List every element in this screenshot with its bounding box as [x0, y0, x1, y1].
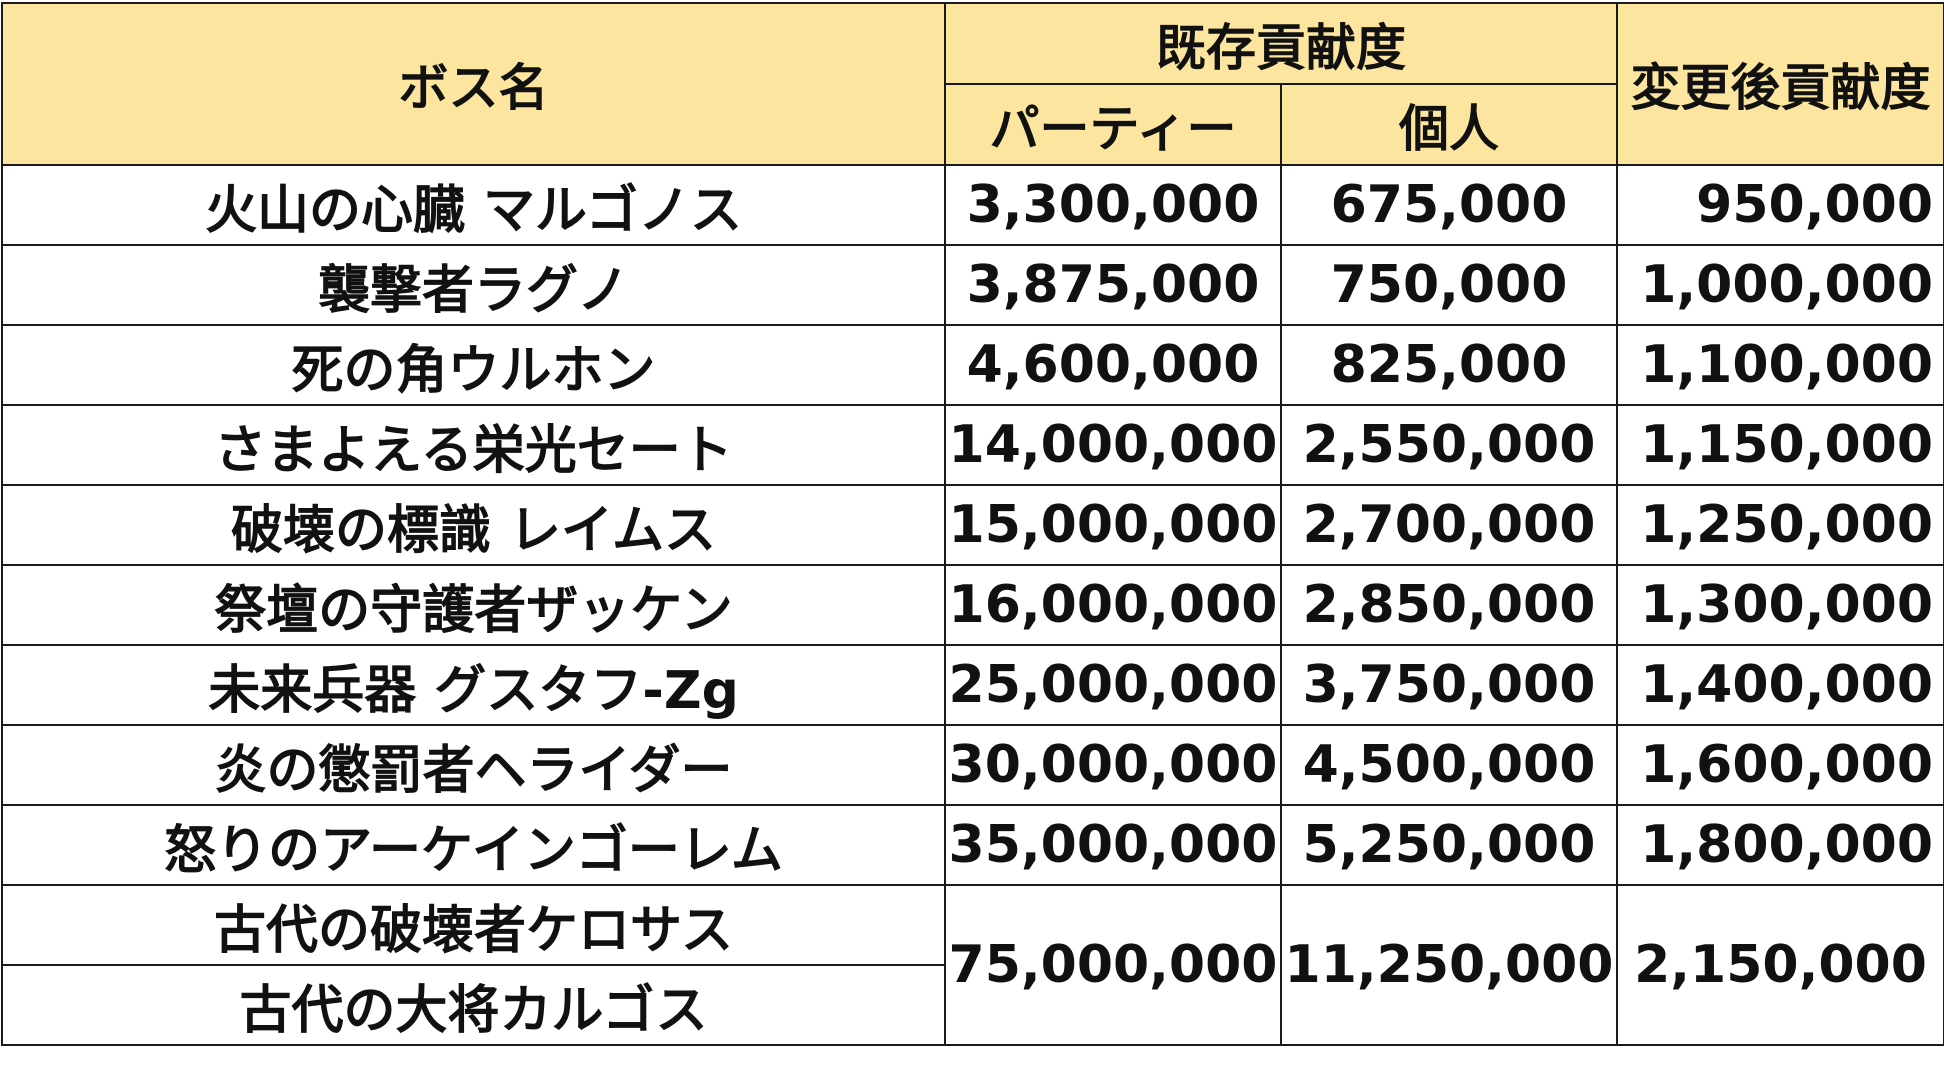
header-party: パーティー	[944, 83, 1282, 166]
party-cell: 3,300,000	[944, 164, 1282, 246]
changed-cell: 1,400,000	[1616, 644, 1944, 726]
header-individual: 個人	[1280, 83, 1618, 166]
table-row: 炎の懲罰者ヘライダー 30,000,000 4,500,000 1,600,00…	[1, 724, 1944, 806]
changed-cell-merged: 2,150,000	[1616, 884, 1944, 1046]
boss-name-cell: 未来兵器 グスタフ-Zg	[1, 644, 946, 726]
table-header: ボス名 既存貢献度 変更後貢献度 パーティー 個人	[1, 2, 1944, 166]
table-row: 未来兵器 グスタフ-Zg 25,000,000 3,750,000 1,400,…	[1, 644, 1944, 726]
party-cell: 3,875,000	[944, 244, 1282, 326]
changed-cell: 1,000,000	[1616, 244, 1944, 326]
party-cell: 25,000,000	[944, 644, 1282, 726]
party-cell: 15,000,000	[944, 484, 1282, 566]
party-cell: 30,000,000	[944, 724, 1282, 806]
boss-name-cell: 古代の破壊者ケロサス	[1, 884, 946, 966]
boss-name-cell: 怒りのアーケインゴーレム	[1, 804, 946, 886]
individual-cell: 750,000	[1280, 244, 1618, 326]
party-cell: 14,000,000	[944, 404, 1282, 486]
table-row: 火山の心臓 マルゴノス 3,300,000 675,000 950,000	[1, 164, 1944, 246]
header-existing-contribution: 既存貢献度	[944, 2, 1618, 85]
table-row: 死の角ウルホン 4,600,000 825,000 1,100,000	[1, 324, 1944, 406]
header-changed-contribution: 変更後貢献度	[1616, 2, 1944, 166]
party-cell: 4,600,000	[944, 324, 1282, 406]
individual-cell: 2,850,000	[1280, 564, 1618, 646]
individual-cell: 3,750,000	[1280, 644, 1618, 726]
boss-name-cell: 祭壇の守護者ザッケン	[1, 564, 946, 646]
table-row-merged: 古代の破壊者ケロサス 75,000,000 11,250,000 2,150,0…	[1, 884, 1944, 1046]
table-row-merged: 古代の大将カルゴス	[1, 964, 1944, 1046]
table-row: 破壊の標識 レイムス 15,000,000 2,700,000 1,250,00…	[1, 484, 1944, 566]
table-row: 襲撃者ラグノ 3,875,000 750,000 1,000,000	[1, 244, 1944, 326]
changed-cell: 950,000	[1616, 164, 1944, 246]
party-cell: 16,000,000	[944, 564, 1282, 646]
changed-cell: 1,250,000	[1616, 484, 1944, 566]
boss-name-cell: 古代の大将カルゴス	[1, 964, 946, 1046]
changed-cell: 1,600,000	[1616, 724, 1944, 806]
individual-cell-merged: 11,250,000	[1280, 884, 1618, 1046]
contribution-table: ボス名 既存貢献度 変更後貢献度 パーティー 個人 火山の心臓 マルゴノス 3,…	[1, 2, 1944, 1046]
boss-name-cell: さまよえる栄光セート	[1, 404, 946, 486]
individual-cell: 5,250,000	[1280, 804, 1618, 886]
individual-cell: 2,700,000	[1280, 484, 1618, 566]
changed-cell: 1,300,000	[1616, 564, 1944, 646]
header-boss-name: ボス名	[1, 2, 946, 166]
boss-name-cell: 襲撃者ラグノ	[1, 244, 946, 326]
individual-cell: 4,500,000	[1280, 724, 1618, 806]
party-cell-merged: 75,000,000	[944, 884, 1282, 1046]
individual-cell: 825,000	[1280, 324, 1618, 406]
individual-cell: 675,000	[1280, 164, 1618, 246]
table-row: 怒りのアーケインゴーレム 35,000,000 5,250,000 1,800,…	[1, 804, 1944, 886]
individual-cell: 2,550,000	[1280, 404, 1618, 486]
table-row: さまよえる栄光セート 14,000,000 2,550,000 1,150,00…	[1, 404, 1944, 486]
party-cell: 35,000,000	[944, 804, 1282, 886]
table-row: 祭壇の守護者ザッケン 16,000,000 2,850,000 1,300,00…	[1, 564, 1944, 646]
changed-cell: 1,800,000	[1616, 804, 1944, 886]
changed-cell: 1,100,000	[1616, 324, 1944, 406]
boss-name-cell: 死の角ウルホン	[1, 324, 946, 406]
boss-name-cell: 炎の懲罰者ヘライダー	[1, 724, 946, 806]
boss-name-cell: 火山の心臓 マルゴノス	[1, 164, 946, 246]
boss-name-cell: 破壊の標識 レイムス	[1, 484, 946, 566]
changed-cell: 1,150,000	[1616, 404, 1944, 486]
